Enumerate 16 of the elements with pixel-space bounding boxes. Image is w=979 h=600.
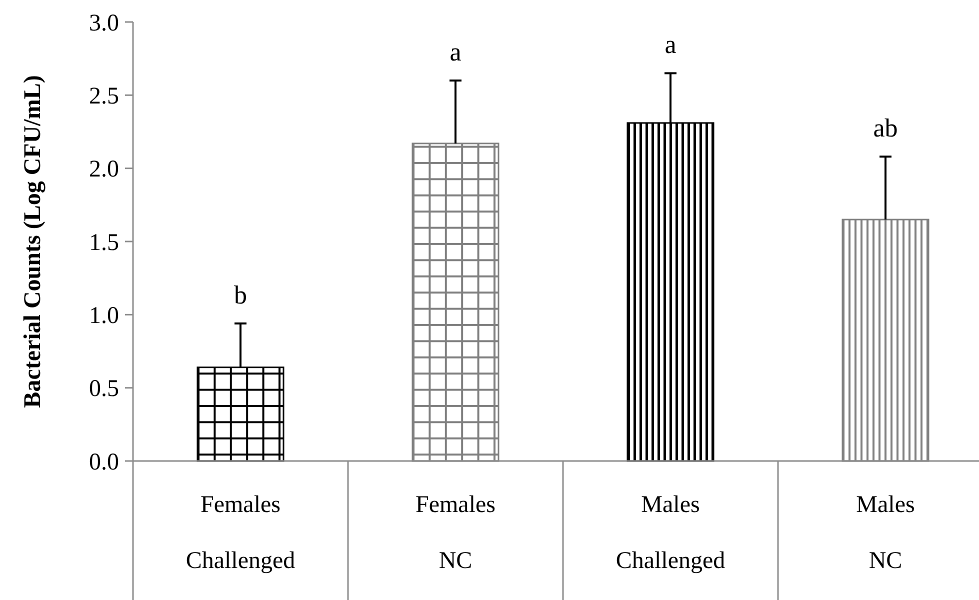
category-label: Females Challenged [186, 492, 296, 574]
annotation: ab [873, 114, 898, 143]
y-tick-label: 2.0 [89, 156, 119, 183]
annotation: b [234, 280, 247, 310]
y-tick-label: 1.0 [89, 303, 119, 330]
y-tick-label: 0.5 [89, 376, 119, 402]
y-axis-title: Bacterial Counts (Log CFU/mL) [20, 75, 46, 408]
y-tick-label: 3.0 [89, 10, 119, 36]
category-label: Females NC [416, 492, 496, 574]
category-label: Males NC [856, 492, 915, 574]
y-tick-label: 1.5 [89, 230, 119, 256]
category-label: Males Challenged [616, 492, 726, 574]
annotation: a [450, 38, 462, 67]
y-tick-label: 2.5 [89, 84, 119, 110]
y-tick-label: 0.0 [89, 449, 119, 476]
annotation: a [664, 30, 677, 60]
